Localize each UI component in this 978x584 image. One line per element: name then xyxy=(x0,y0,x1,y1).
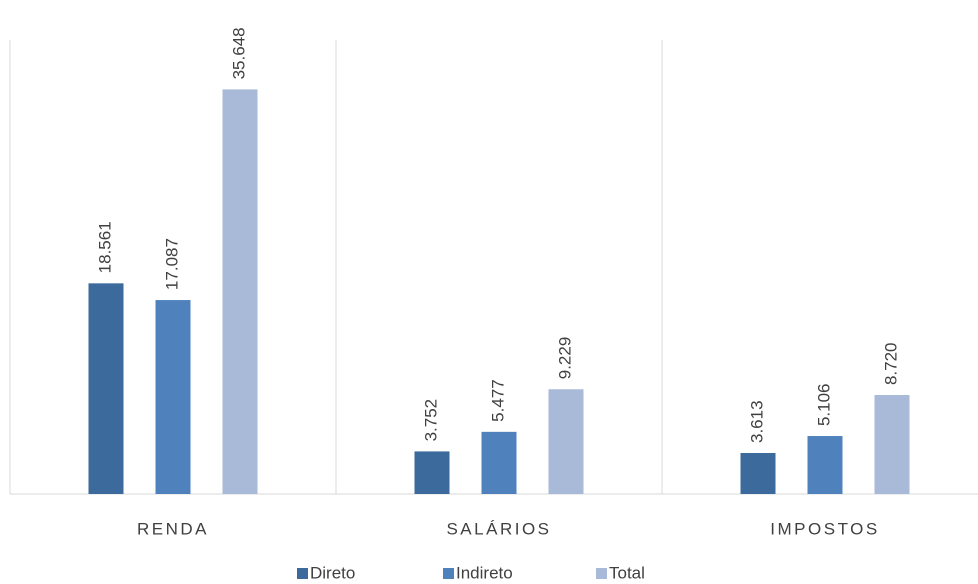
data-label: 3.752 xyxy=(421,399,440,442)
legend-swatch xyxy=(443,568,454,579)
bar xyxy=(807,436,843,494)
legend-label: Total xyxy=(609,563,645,582)
data-label: 8.720 xyxy=(881,342,900,385)
bar xyxy=(222,89,258,494)
legend-label: Direto xyxy=(310,563,355,582)
x-tick-label: SALÁRIOS xyxy=(446,519,551,538)
bar xyxy=(155,300,191,494)
bar xyxy=(874,395,910,494)
data-label: 5.477 xyxy=(488,379,507,422)
legend-swatch xyxy=(297,568,308,579)
data-label: 3.613 xyxy=(747,400,766,443)
data-label: 5.106 xyxy=(814,384,833,427)
bar xyxy=(414,451,450,494)
data-label: 35.648 xyxy=(229,27,248,79)
x-tick-label: RENDA xyxy=(137,519,209,538)
bar xyxy=(88,283,124,494)
bar xyxy=(481,431,517,494)
data-label: 9.229 xyxy=(555,337,574,380)
x-tick-label: IMPOSTOS xyxy=(770,519,879,538)
legend-swatch xyxy=(596,568,607,579)
bar xyxy=(548,389,584,494)
data-label: 18.561 xyxy=(95,221,114,273)
data-label: 17.087 xyxy=(162,238,181,290)
legend-label: Indireto xyxy=(456,563,513,582)
bar xyxy=(740,452,776,494)
